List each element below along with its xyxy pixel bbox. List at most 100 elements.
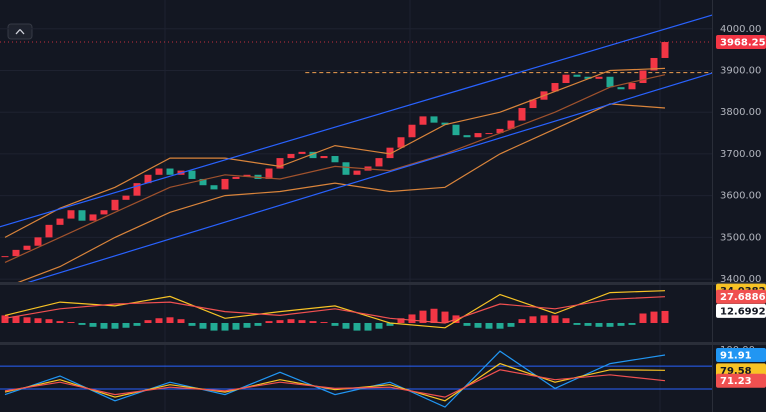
histogram-bar — [496, 323, 504, 329]
price-tag-label: 71.23 — [720, 376, 752, 387]
candle — [287, 153, 295, 159]
histogram-bar — [540, 315, 548, 323]
candle — [188, 170, 196, 179]
series-line — [0, 14, 712, 228]
candle — [606, 76, 614, 88]
price-tags: 3968.2512.6992634.0382527.6886291.9179.5… — [716, 35, 766, 388]
candle — [397, 137, 405, 148]
histogram-bar — [78, 323, 86, 325]
histogram-bar — [298, 320, 306, 323]
candle — [67, 210, 75, 219]
histogram-bar — [639, 313, 647, 323]
candle — [122, 195, 130, 200]
histogram-bar — [122, 323, 130, 328]
candle — [111, 199, 119, 211]
candle — [166, 168, 174, 175]
histogram-bar — [45, 319, 53, 323]
series-line — [4, 350, 666, 408]
histogram-bar — [133, 323, 141, 326]
series-line — [4, 290, 666, 329]
histogram-bar — [595, 323, 603, 327]
candle — [155, 168, 163, 175]
series-line — [4, 369, 666, 398]
candle — [617, 87, 625, 90]
candle — [298, 151, 306, 154]
candle — [56, 218, 64, 225]
candle — [485, 133, 493, 135]
price-tag — [716, 289, 766, 304]
histogram-bar — [166, 317, 174, 323]
candle — [474, 133, 482, 138]
pane — [0, 350, 712, 408]
histogram-bar — [397, 318, 405, 323]
chevron-icon[interactable] — [15, 28, 25, 35]
candle — [496, 128, 504, 134]
histogram-bar — [650, 311, 658, 323]
histogram-bar — [188, 323, 196, 326]
button-frame[interactable] — [7, 23, 33, 40]
histogram-bar — [628, 323, 636, 325]
histogram-bar — [617, 323, 625, 326]
candle — [221, 178, 229, 190]
histogram-bar — [221, 323, 229, 331]
series-line — [4, 362, 666, 402]
series-line — [27, 72, 712, 282]
candle — [320, 156, 328, 159]
pane — [1, 290, 669, 331]
candle — [639, 70, 647, 84]
candle — [144, 174, 152, 184]
candle — [452, 124, 460, 136]
histogram-bar — [353, 323, 361, 331]
histogram-bar — [463, 323, 471, 326]
candle — [507, 120, 515, 129]
histogram-bar — [155, 318, 163, 323]
pane-separator — [0, 342, 766, 345]
candle — [23, 245, 31, 250]
pane — [0, 14, 712, 282]
histogram-bar — [441, 311, 449, 323]
candle — [1, 256, 9, 258]
histogram-bar — [23, 317, 31, 323]
histogram-bar — [177, 319, 185, 323]
histogram-bar — [199, 323, 207, 329]
candle — [331, 156, 339, 163]
histogram-bar — [89, 323, 97, 327]
histogram-bar — [529, 316, 537, 323]
y-tick-label: 3500.00 — [720, 232, 761, 243]
histogram-bar — [243, 323, 251, 328]
candle — [100, 210, 108, 215]
candle — [551, 83, 559, 92]
histogram-bar — [573, 323, 581, 325]
candle — [463, 135, 471, 138]
candle — [584, 76, 592, 79]
candle — [650, 57, 658, 71]
candle — [243, 174, 251, 177]
candle — [595, 76, 603, 79]
candle — [89, 214, 97, 221]
price-tag — [716, 348, 766, 363]
candle — [342, 162, 350, 175]
candle — [628, 83, 636, 90]
histogram-bar — [111, 323, 119, 329]
histogram-bar — [386, 323, 394, 326]
candle — [441, 122, 449, 125]
histogram-bar — [12, 316, 20, 323]
histogram-bar — [584, 323, 592, 326]
series-line — [17, 103, 666, 282]
price-tag — [716, 373, 766, 388]
histogram-bar — [320, 322, 328, 323]
histogram-bar — [507, 323, 515, 327]
y-tick-label: 3800.00 — [720, 107, 761, 118]
candle — [430, 116, 438, 123]
histogram-bar — [364, 323, 372, 331]
candle — [309, 151, 317, 159]
candle — [78, 210, 86, 221]
histogram-bar — [1, 315, 9, 323]
price-tag-label: 12.69926 — [720, 306, 766, 317]
price-tag-label: 91.91 — [720, 351, 752, 362]
collapse-button[interactable] — [7, 23, 33, 40]
candle — [375, 158, 383, 167]
price-tag — [716, 35, 766, 50]
y-tick-label: 3700.00 — [720, 149, 761, 160]
